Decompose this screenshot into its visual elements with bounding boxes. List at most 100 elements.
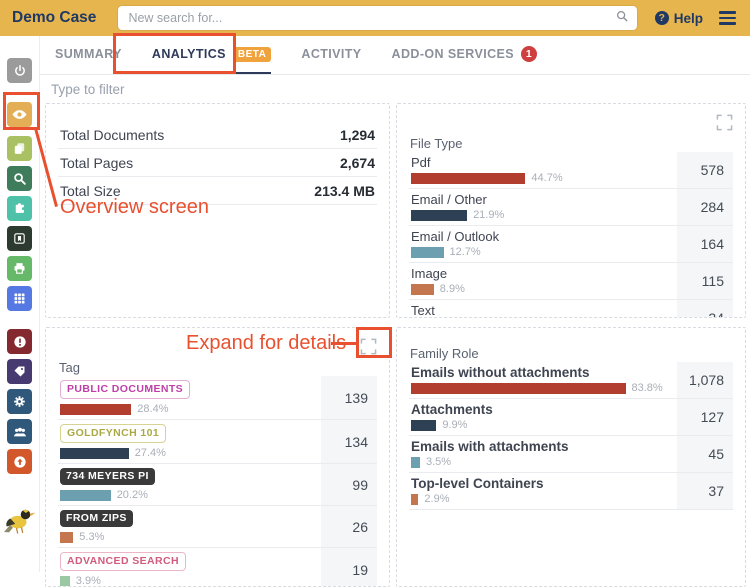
search-tool-icon[interactable]	[7, 166, 32, 191]
bar	[60, 489, 111, 501]
bar	[411, 382, 626, 394]
search-input[interactable]	[126, 10, 615, 26]
file-type-chart: Pdf 44.7% 578 Email / Other 21.9% 284 Email / …	[409, 152, 733, 317]
row-count: 99	[321, 464, 377, 505]
chart-row: ADVANCED SEARCH 3.9% 19	[58, 548, 377, 587]
row-count: 127	[677, 399, 733, 435]
bar-percent: 9.9%	[442, 419, 468, 431]
tab-summary[interactable]: SUMMARY	[55, 47, 122, 61]
chart-row: 734 MEYERS PI 20.2% 99	[58, 464, 377, 506]
row-label: Pdf	[411, 155, 431, 170]
row-label: Emails with attachments	[411, 439, 569, 454]
bar	[411, 493, 419, 505]
row-label: Top-level Containers	[411, 476, 544, 491]
bar	[411, 246, 444, 258]
bar-percent: 2.9%	[424, 493, 450, 505]
row-label: Image	[411, 266, 448, 281]
row-label: PUBLIC DOCUMENTS	[60, 379, 311, 401]
users-icon[interactable]	[7, 419, 32, 444]
filter-input[interactable]	[49, 80, 333, 98]
power-icon[interactable]	[7, 58, 32, 83]
printer-icon[interactable]	[7, 256, 32, 281]
row-label: GOLDFYNCH 101	[60, 423, 311, 445]
bar-percent: 28.4%	[137, 403, 169, 415]
bar-percent: 83.8%	[631, 382, 663, 394]
chart-title: Tag	[59, 360, 80, 375]
bar-percent: 20.2%	[116, 489, 148, 501]
row-count: 115	[677, 263, 733, 299]
tab-analytics[interactable]: ANALYTICS BETA	[151, 36, 272, 74]
row-count: 37	[677, 473, 733, 509]
help-button[interactable]: ? Help	[654, 10, 703, 26]
tag-chip: GOLDFYNCH 101	[60, 424, 167, 443]
eye-icon[interactable]	[7, 102, 32, 127]
chart-row: Attachments 9.9% 127	[409, 399, 733, 436]
bar	[411, 283, 434, 295]
tab-activity[interactable]: ACTIVITY	[301, 47, 362, 61]
chart-row: Pdf 44.7% 578	[409, 152, 733, 189]
tag-panel: Tag PUBLIC DOCUMENTS 28.4% 139 GOLDFYNCH 10…	[45, 327, 390, 587]
bar	[60, 447, 129, 459]
chart-row: FROM ZIPS 5.3% 26	[58, 506, 377, 548]
main-content: SUMMARY ANALYTICS BETA ACTIVITY ADD-ON S…	[40, 36, 750, 587]
help-label: Help	[673, 10, 703, 26]
row-count: 1,078	[677, 362, 733, 398]
puzzle-icon[interactable]	[7, 196, 32, 221]
row-count: 45	[677, 436, 733, 472]
chart-title: Family Role	[410, 346, 479, 361]
bar-percent: 21.9%	[473, 209, 505, 221]
bar-percent: 3.5%	[425, 456, 452, 468]
bar-percent: 3.9%	[75, 575, 101, 587]
chart-row: Top-level Containers 2.9% 37	[409, 473, 733, 510]
row-label: Email / Other	[411, 192, 487, 207]
chart-row: PUBLIC DOCUMENTS 28.4% 139	[58, 376, 377, 420]
tag-icon[interactable]	[7, 359, 32, 384]
copy-icon[interactable]	[7, 136, 32, 161]
family-role-chart: Emails without attachments 83.8% 1,078 Atta…	[409, 362, 733, 510]
family-role-panel: Family Role Emails without attachments 83…	[396, 327, 746, 587]
file-type-panel: File Type Pdf 44.7% 578 Email / Other 21.9% 2…	[396, 103, 746, 318]
row-count: 578	[677, 152, 733, 188]
row-count: 139	[321, 376, 377, 419]
chart-row: Text2.6%34	[409, 300, 733, 317]
bar	[411, 419, 437, 431]
row-count: 284	[677, 189, 733, 225]
panels-grid: Total Documents 1,294 Total Pages 2,674 …	[45, 103, 746, 587]
chart-row: GOLDFYNCH 101 27.4% 134	[58, 420, 377, 464]
bar	[60, 531, 74, 543]
filter-row	[40, 75, 750, 103]
chart-row: Email / Outlook 12.7% 164	[409, 226, 733, 263]
bar	[411, 209, 468, 221]
stat-label: Total Size	[60, 182, 121, 199]
bar	[60, 575, 70, 586]
bookmark-icon[interactable]	[7, 226, 32, 251]
case-title: Demo Case	[12, 9, 97, 26]
sidebar	[0, 36, 40, 572]
expand-icon[interactable]	[359, 338, 377, 356]
chart-row: Email / Other 21.9% 284	[409, 189, 733, 226]
row-count: 164	[677, 226, 733, 262]
bar-percent: 5.3%	[79, 531, 105, 543]
stat-row: Total Documents 1,294	[58, 121, 377, 149]
menu-icon[interactable]	[719, 11, 736, 25]
top-bar: Demo Case ? Help	[0, 0, 750, 36]
search-icon[interactable]	[615, 9, 629, 28]
upload-icon[interactable]	[7, 449, 32, 474]
expand-icon[interactable]	[715, 114, 733, 132]
row-count: 134	[321, 420, 377, 463]
grid-icon[interactable]	[7, 286, 32, 311]
totals-panel: Total Documents 1,294 Total Pages 2,674 …	[45, 103, 390, 318]
bar	[411, 172, 526, 184]
row-label: Attachments	[411, 402, 493, 417]
chart-title: File Type	[410, 136, 463, 151]
gear-icon[interactable]	[7, 389, 32, 414]
row-label: ADVANCED SEARCH	[60, 551, 311, 573]
stat-row: Total Size 213.4 MB	[58, 177, 377, 205]
bar-percent: 8.9%	[439, 283, 465, 295]
search-box[interactable]	[118, 6, 637, 30]
row-count: 19	[321, 548, 377, 586]
stat-label: Total Pages	[60, 154, 134, 171]
tab-addon-services[interactable]: ADD-ON SERVICES 1	[392, 36, 538, 74]
tag-chart: PUBLIC DOCUMENTS 28.4% 139 GOLDFYNCH 101 27.…	[58, 376, 377, 587]
alert-icon[interactable]	[7, 329, 32, 354]
